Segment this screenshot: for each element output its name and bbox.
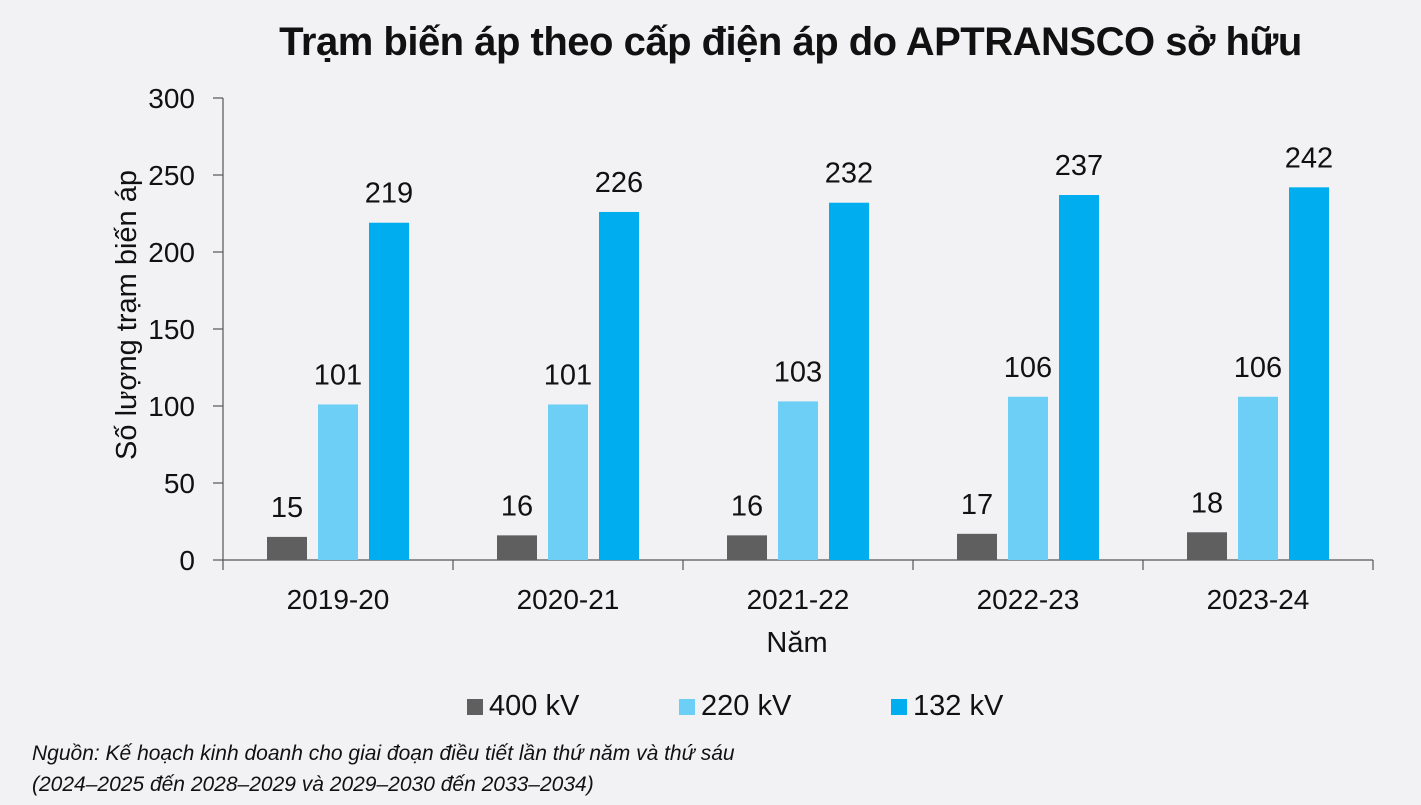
data-label: 226	[595, 167, 643, 199]
legend-swatch-132kv	[891, 698, 907, 715]
data-label: 219	[365, 178, 413, 210]
bar-132kv	[829, 202, 869, 560]
source-line-2: (2024–2025 đến 2028–2029 và 2029–2030 đế…	[32, 773, 594, 796]
data-label: 242	[1285, 142, 1333, 174]
data-label: 106	[1234, 352, 1282, 384]
x-axis-label: Năm	[766, 627, 827, 659]
chart-labels: 15 101 219 16 101 226 16 103 232 17 106 237 18 106 242	[271, 142, 1333, 524]
legend-label-400kv: 400 kV	[489, 690, 580, 722]
legend-label-132kv: 132 kV	[913, 690, 1004, 722]
bar-400kv	[1187, 532, 1227, 560]
bar-132kv	[1059, 195, 1099, 560]
data-label: 237	[1055, 150, 1103, 182]
data-label: 103	[774, 356, 822, 388]
y-tick-label: 150	[148, 314, 195, 345]
y-tick-label: 200	[148, 237, 195, 268]
y-axis-label: Số lượng trạm biến áp	[111, 170, 143, 460]
x-tick-label: 2022-23	[977, 584, 1080, 615]
bar-400kv	[497, 535, 537, 560]
legend-item-400kv: 400 kV	[467, 690, 579, 723]
y-tick-label: 50	[164, 468, 195, 499]
chart-legend: 400 kV 220 kV 132 kV	[0, 690, 1421, 730]
chart-title: Trạm biến áp theo cấp điện áp do APTRANS…	[279, 20, 1302, 64]
legend-swatch-400kv	[467, 698, 483, 715]
bar-220kv	[548, 404, 588, 560]
x-tick-label: 2019-20	[287, 584, 390, 615]
data-label: 101	[314, 359, 362, 391]
data-label: 101	[544, 359, 592, 391]
source-line-1: Nguồn: Kế hoạch kinh doanh cho giai đoạn…	[32, 742, 735, 765]
legend-item-132kv: 132 kV	[891, 690, 1003, 723]
x-tick-label: 2023-24	[1207, 584, 1310, 615]
x-tick-label: 2020-21	[517, 584, 620, 615]
x-tick-label: 2021-22	[747, 584, 850, 615]
bar-400kv	[727, 535, 767, 560]
y-tick-label: 0	[179, 545, 195, 576]
source-note: Nguồn: Kế hoạch kinh doanh cho giai đoạn…	[32, 738, 735, 800]
legend-swatch-220kv	[679, 698, 695, 715]
data-label: 106	[1004, 352, 1052, 384]
chart-bars	[267, 187, 1329, 561]
y-tick-label: 100	[148, 391, 195, 422]
data-label: 232	[825, 158, 873, 190]
data-label: 15	[271, 492, 303, 524]
legend-item-220kv: 220 kV	[679, 690, 791, 723]
bar-220kv	[778, 401, 818, 560]
bar-400kv	[957, 533, 997, 560]
bar-132kv	[1289, 187, 1329, 560]
y-tick-label: 300	[148, 83, 195, 114]
data-label: 16	[731, 490, 763, 522]
bar-220kv	[1008, 396, 1048, 560]
bar-132kv	[369, 222, 409, 561]
y-tick-label: 250	[148, 160, 195, 191]
data-label: 17	[961, 489, 993, 521]
legend-label-220kv: 220 kV	[701, 690, 792, 722]
bar-220kv	[1238, 396, 1278, 560]
bar-400kv	[267, 536, 307, 560]
data-label: 16	[501, 490, 533, 522]
bar-220kv	[318, 404, 358, 560]
chart-axes: 0 50 100 150 200 250 300 2019-20 2020-21 2021-22 2…	[148, 83, 1374, 615]
data-label: 18	[1191, 487, 1223, 519]
bar-132kv	[599, 211, 639, 560]
